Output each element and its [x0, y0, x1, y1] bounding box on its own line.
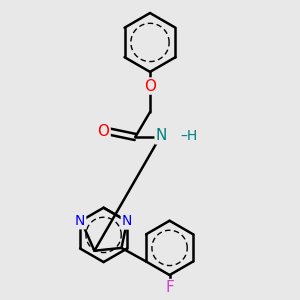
Text: –H: –H	[181, 129, 198, 143]
Text: N: N	[122, 214, 132, 228]
Text: O: O	[98, 124, 110, 139]
Text: O: O	[144, 79, 156, 94]
Text: F: F	[165, 280, 174, 295]
Text: N: N	[75, 214, 85, 228]
Text: N: N	[122, 214, 132, 228]
Text: N: N	[156, 128, 167, 143]
